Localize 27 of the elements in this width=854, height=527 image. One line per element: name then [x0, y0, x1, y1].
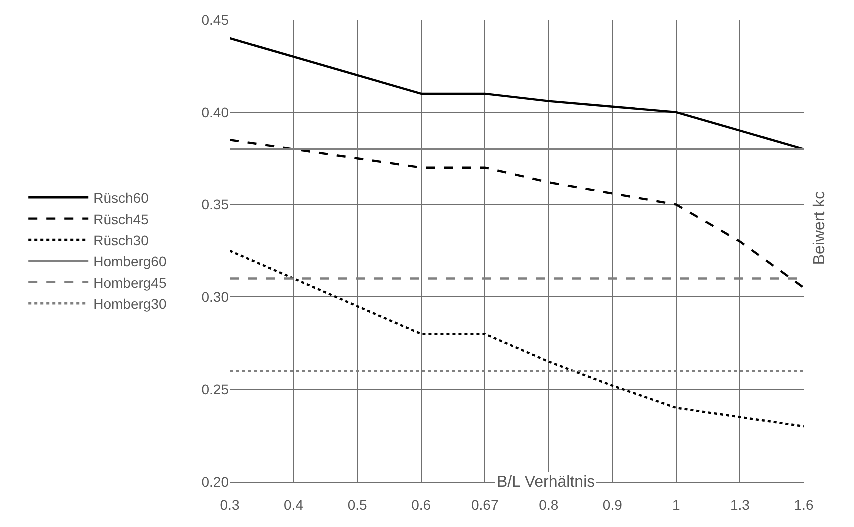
x-tick-label: 1.3 — [730, 496, 750, 513]
y-tick-label: 0.35 — [202, 196, 230, 213]
x-tick-label: 1 — [672, 496, 681, 513]
legend-label: Homberg30 — [94, 296, 167, 312]
legend-label: Homberg60 — [94, 254, 167, 270]
y-axis-title: Beiwert kc — [811, 191, 828, 266]
x-tick-label: 0.67 — [471, 496, 499, 513]
x-tick-label: 1.6 — [794, 496, 814, 513]
y-tick-label: 0.20 — [202, 474, 230, 490]
legend-label: Rüsch45 — [94, 211, 150, 228]
x-tick-label: 0.5 — [348, 496, 368, 513]
x-tick-label: 0.8 — [539, 496, 559, 513]
x-tick-label: 0.9 — [602, 496, 623, 513]
legend-label: Rüsch60 — [94, 190, 150, 206]
x-tick-label: 0.3 — [220, 496, 240, 513]
y-tick-label: 0.40 — [202, 104, 230, 120]
y-tick-label: 0.45 — [202, 12, 230, 28]
legend-label: Homberg45 — [94, 274, 167, 291]
legend-label: Rüsch30 — [94, 232, 150, 248]
line-series — [230, 250, 804, 428]
x-axis-title: B/L Verhältnis — [497, 474, 596, 491]
line-series — [230, 139, 804, 290]
line-series — [230, 37, 804, 150]
x-tick-label: 0.6 — [412, 496, 432, 513]
x-tick-label: 0.4 — [284, 496, 304, 513]
y-tick-label: 0.30 — [202, 289, 230, 306]
y-tick-label: 0.25 — [202, 382, 230, 398]
